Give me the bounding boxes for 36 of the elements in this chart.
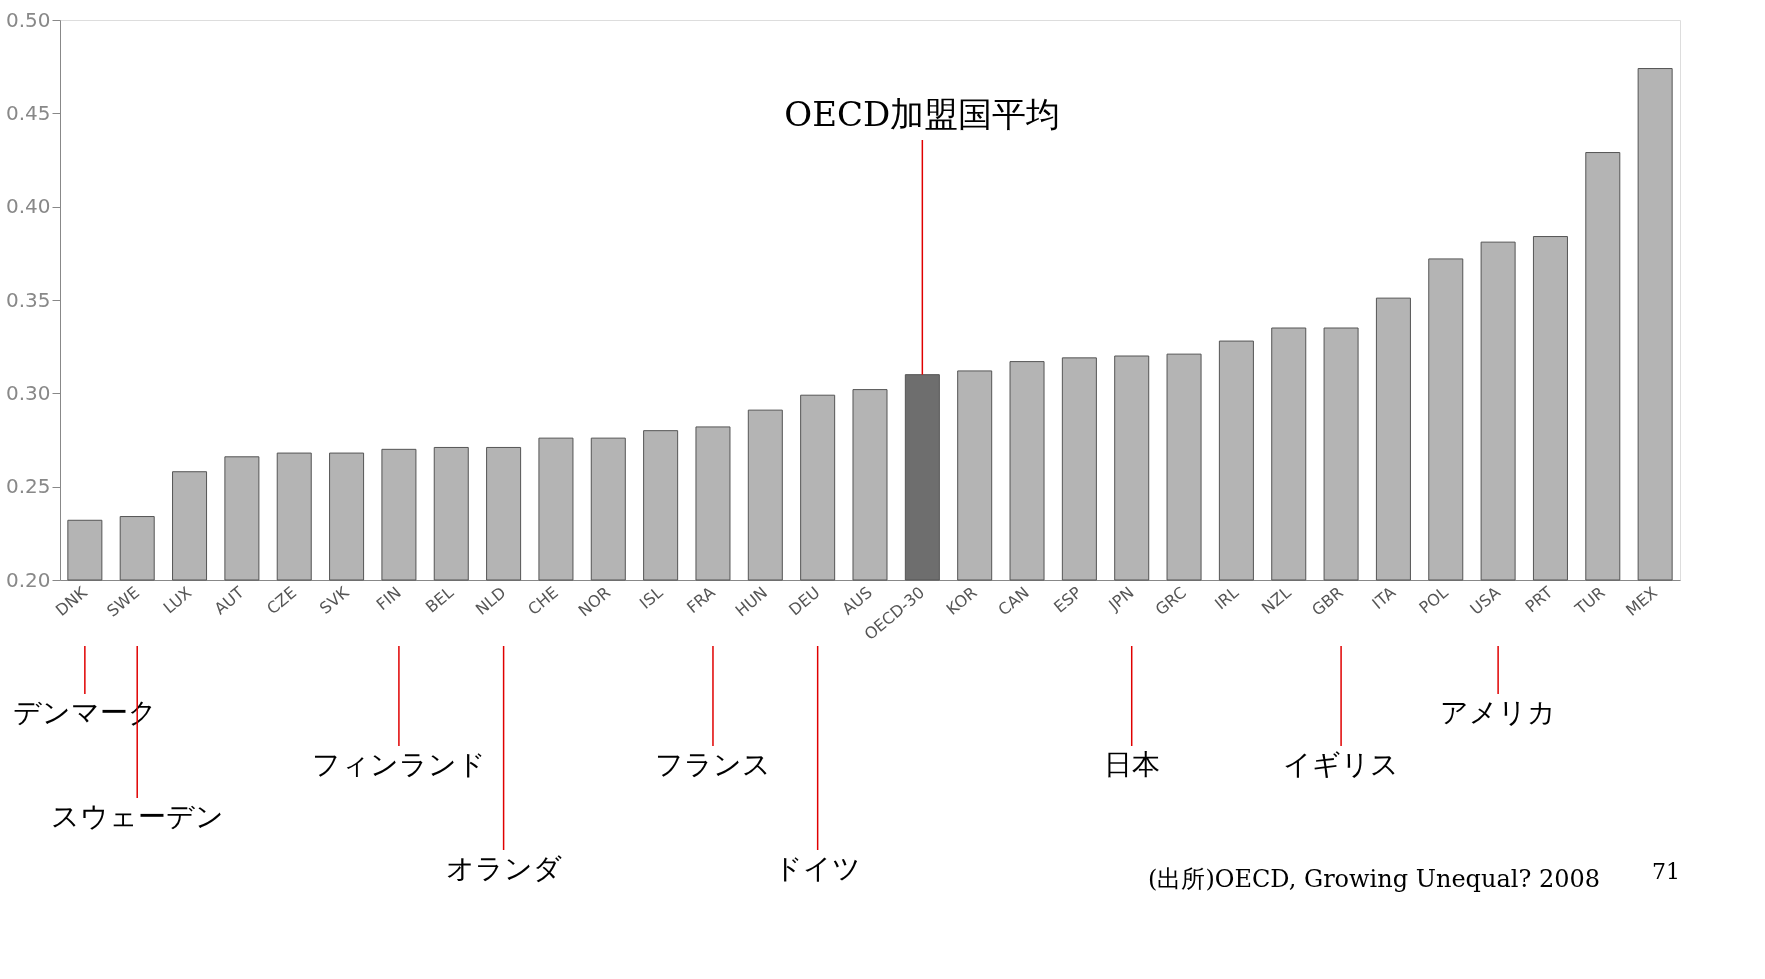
x-tick-label: BEL	[421, 582, 458, 617]
x-tick-label: FIN	[372, 582, 405, 615]
y-tick-label: 0.40	[5, 194, 51, 219]
annotation: スウェーデン	[50, 800, 224, 833]
annotation: 日本	[1103, 748, 1160, 781]
annotation: フィンランド	[311, 748, 486, 781]
annotation: イギリス	[1283, 748, 1400, 781]
annotation: ドイツ	[774, 852, 862, 885]
x-tick-label: ISL	[635, 582, 667, 613]
text: 71	[1652, 859, 1680, 884]
x-tick-label: CZE	[263, 582, 301, 619]
x-tick-label: USA	[1466, 582, 1504, 619]
x-tick-label: LUX	[159, 582, 196, 618]
y-tick-label: 0.35	[5, 287, 51, 312]
x-tick-label: GRC	[1151, 582, 1190, 620]
x-tick-label: POL	[1415, 582, 1452, 618]
y-tick-label: 0.25	[5, 474, 51, 499]
annotation: アメリカ	[1440, 696, 1557, 729]
x-tick-label: NLD	[471, 582, 510, 619]
x-tick-label: ITA	[1368, 582, 1400, 613]
x-tick-label: TUR	[1570, 582, 1609, 619]
x-tick-label: NZL	[1257, 582, 1295, 618]
x-tick-label: PRT	[1521, 582, 1557, 617]
y-tick-label: 0.45	[5, 100, 51, 125]
x-tick-label: IRL	[1211, 582, 1243, 614]
annotation: フランス	[654, 748, 771, 781]
x-tick-label: FRA	[683, 582, 719, 618]
x-tick-label: KOR	[942, 582, 981, 619]
y-tick-label: 0.30	[5, 380, 51, 405]
y-tick-label: 0.20	[5, 567, 51, 592]
x-tick-label: ESP	[1050, 582, 1086, 617]
annotation: OECD加盟国平均	[784, 94, 1061, 134]
x-tick-label: GBR	[1308, 582, 1347, 620]
annotation: オランダ	[445, 852, 562, 885]
text: (出所)OECD, Growing Unequal? 2008	[1148, 865, 1600, 893]
y-tick-label: 0.50	[5, 7, 51, 32]
